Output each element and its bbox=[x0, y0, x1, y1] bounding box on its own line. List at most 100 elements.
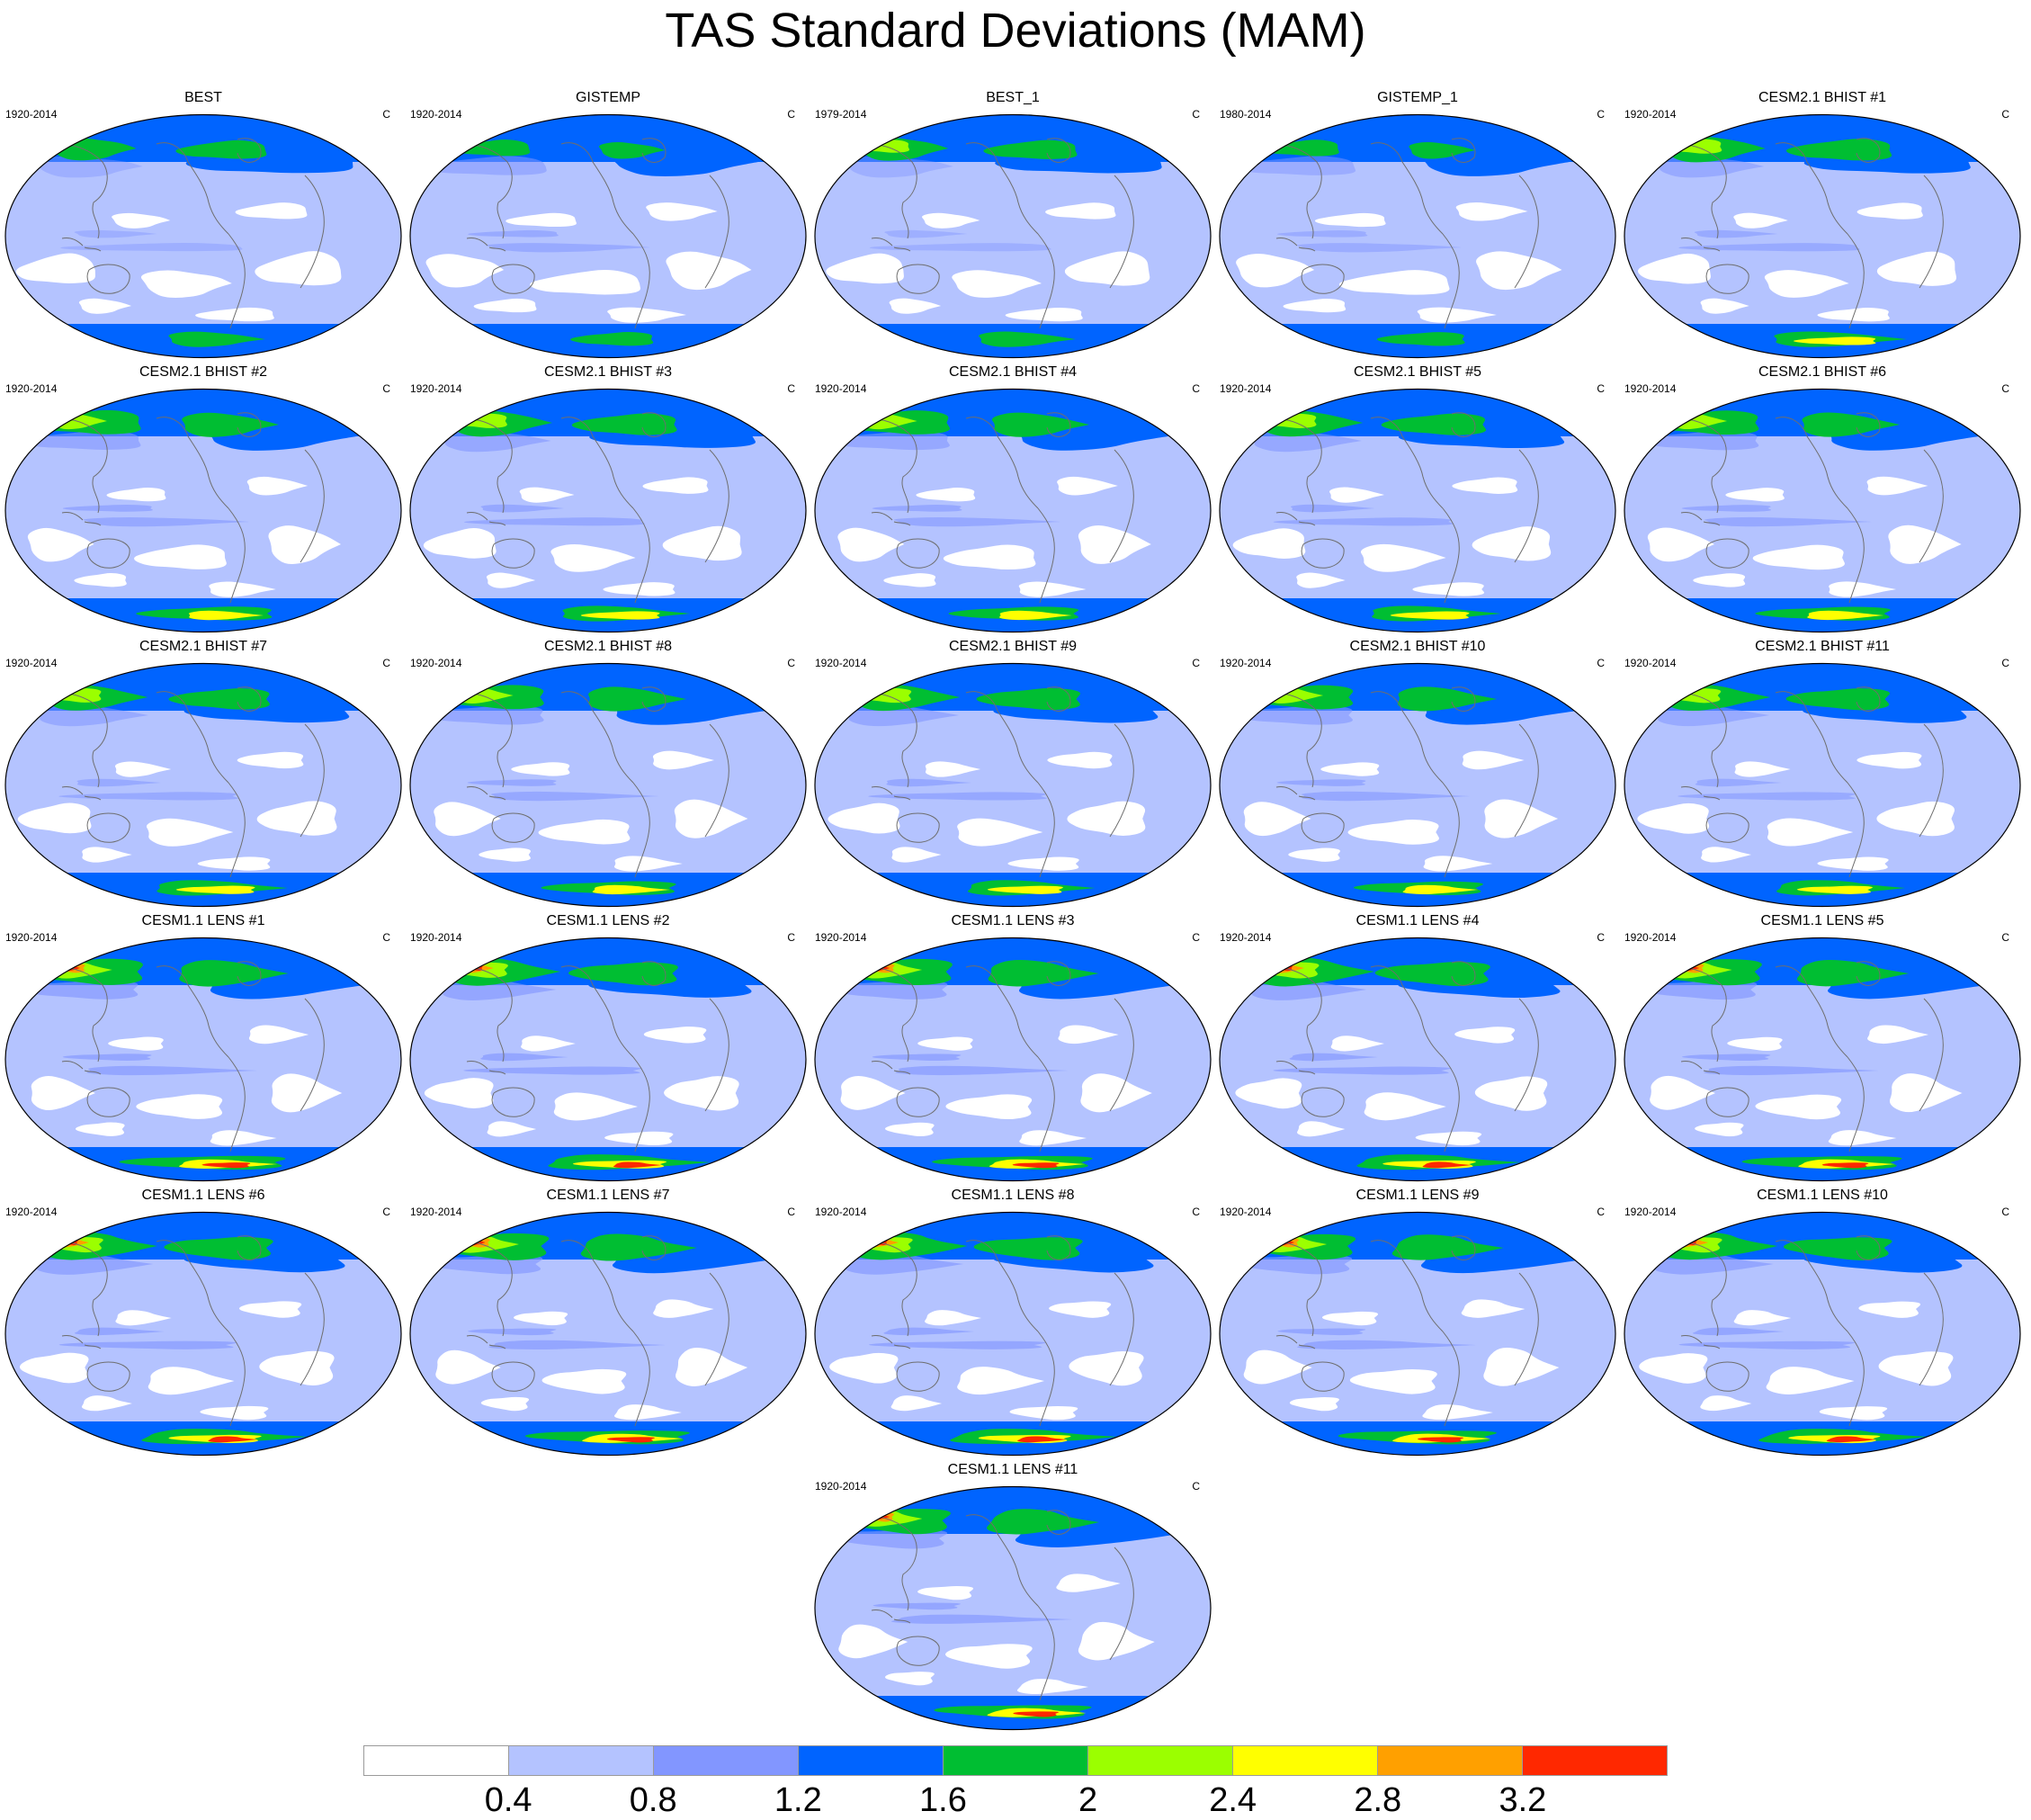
world-map bbox=[409, 388, 807, 633]
colorbar-label: 2.4 bbox=[1209, 1781, 1257, 1819]
low-variability-region bbox=[837, 527, 905, 562]
panel-unit: C bbox=[382, 657, 390, 669]
low-variability-region bbox=[15, 253, 96, 283]
panel-unit: C bbox=[787, 657, 795, 669]
coastline bbox=[1109, 449, 1134, 563]
coastline bbox=[1442, 1056, 1460, 1152]
low-variability-region bbox=[1867, 1025, 1928, 1044]
colorbar-label: 0.4 bbox=[484, 1781, 532, 1819]
low-variability-region bbox=[553, 1092, 638, 1121]
coastline bbox=[1301, 538, 1345, 569]
low-variability-region bbox=[1455, 202, 1528, 221]
panel-unit: C bbox=[1597, 108, 1605, 121]
world-map bbox=[409, 1211, 807, 1457]
low-variability-region bbox=[1755, 1094, 1842, 1120]
low-variability-region bbox=[1058, 1025, 1119, 1044]
coastline bbox=[300, 1272, 325, 1386]
coastline bbox=[228, 507, 246, 604]
arctic-region bbox=[185, 148, 353, 174]
low-variability-region bbox=[1236, 254, 1315, 288]
low-variability-region bbox=[1417, 307, 1497, 323]
coastline bbox=[1847, 1056, 1865, 1152]
coastline bbox=[1514, 1272, 1539, 1386]
coastline bbox=[1775, 1240, 1848, 1332]
map-panel: CESM2.1 BHIST #2 1920-2014 C bbox=[4, 364, 403, 634]
coastline bbox=[1109, 998, 1134, 1112]
antarctic-higher bbox=[998, 610, 1072, 621]
panel-unit: C bbox=[382, 382, 390, 395]
panel-title: CESM2.1 BHIST #10 bbox=[1349, 639, 1486, 654]
midlatitude-band bbox=[20, 430, 141, 450]
midlatitude-band bbox=[440, 430, 551, 453]
panel-period: 1920-2014 bbox=[5, 931, 58, 944]
map-outline bbox=[4, 1211, 402, 1457]
low-variability-region bbox=[664, 1076, 739, 1111]
panel-period: 1920-2014 bbox=[1220, 931, 1272, 944]
low-variability-region bbox=[1461, 1299, 1525, 1318]
panel-period: 1920-2014 bbox=[410, 657, 462, 669]
panel-title: CESM1.1 LENS #10 bbox=[1757, 1188, 1888, 1203]
coastline bbox=[1037, 1605, 1055, 1701]
coastline bbox=[300, 449, 325, 563]
coastline bbox=[228, 1056, 246, 1152]
equatorial-band bbox=[486, 243, 650, 253]
low-variability-region bbox=[81, 1395, 132, 1412]
low-variability-region bbox=[957, 1367, 1044, 1395]
low-variability-region bbox=[1857, 202, 1923, 220]
low-variability-region bbox=[1452, 477, 1518, 494]
panel-title: BEST_1 bbox=[986, 90, 1040, 105]
low-variability-region bbox=[1364, 1092, 1446, 1121]
panel-title: CESM1.1 LENS #8 bbox=[951, 1188, 1075, 1203]
coastline bbox=[704, 998, 729, 1112]
world-map bbox=[814, 662, 1212, 908]
panel-title: CESM2.1 BHIST #6 bbox=[1758, 364, 1886, 380]
panel-unit: C bbox=[1597, 657, 1605, 669]
panel-period: 1920-2014 bbox=[1624, 382, 1677, 395]
equatorial-band bbox=[869, 243, 1051, 252]
coastline bbox=[1301, 1361, 1345, 1392]
antarctic-higher bbox=[1796, 885, 1873, 894]
low-variability-region bbox=[1476, 251, 1562, 291]
low-variability-region bbox=[479, 847, 532, 862]
antarctic-higher bbox=[175, 885, 255, 894]
world-map bbox=[1219, 662, 1616, 908]
coastline bbox=[1680, 1061, 1721, 1075]
panel-period: 1979-2014 bbox=[815, 108, 867, 121]
low-variability-region bbox=[538, 819, 631, 845]
low-variability-region bbox=[1321, 1311, 1379, 1326]
equatorial-band bbox=[1678, 792, 1857, 801]
antarctic-hot-spot bbox=[613, 1161, 662, 1169]
panel-title: BEST bbox=[184, 90, 222, 105]
equatorial-band bbox=[893, 516, 1060, 527]
coastline bbox=[965, 142, 1039, 235]
northern-land-high bbox=[1802, 412, 1901, 437]
colorbar-swatch bbox=[944, 1745, 1088, 1776]
colorbar-label: 2 bbox=[1078, 1781, 1098, 1819]
low-variability-region bbox=[1243, 1349, 1312, 1385]
equatorial-band bbox=[1704, 1065, 1879, 1076]
coastline bbox=[1680, 238, 1721, 252]
coastline bbox=[61, 512, 102, 526]
coastline bbox=[1046, 412, 1071, 437]
coastline bbox=[1919, 723, 1944, 838]
panel-unit: C bbox=[2001, 931, 2009, 944]
northern-land-high bbox=[988, 960, 1099, 987]
coastline bbox=[560, 965, 634, 1058]
coastline bbox=[704, 175, 729, 289]
coastline bbox=[1301, 264, 1345, 294]
panel-unit: C bbox=[1597, 931, 1605, 944]
coastline bbox=[1037, 233, 1055, 329]
coastline bbox=[1370, 417, 1444, 509]
low-variability-region bbox=[271, 1073, 343, 1113]
coastline bbox=[704, 723, 729, 838]
low-variability-region bbox=[1056, 1573, 1121, 1592]
coastline bbox=[1442, 507, 1460, 604]
low-variability-region bbox=[1700, 1395, 1752, 1412]
antarctic-higher bbox=[580, 611, 660, 620]
map-outline bbox=[814, 1211, 1212, 1457]
northern-land-high bbox=[571, 413, 677, 435]
equatorial-band bbox=[883, 1327, 974, 1336]
hot-spot bbox=[1268, 1238, 1299, 1248]
panel-period: 1920-2014 bbox=[5, 1206, 58, 1218]
low-variability-region bbox=[613, 856, 683, 872]
